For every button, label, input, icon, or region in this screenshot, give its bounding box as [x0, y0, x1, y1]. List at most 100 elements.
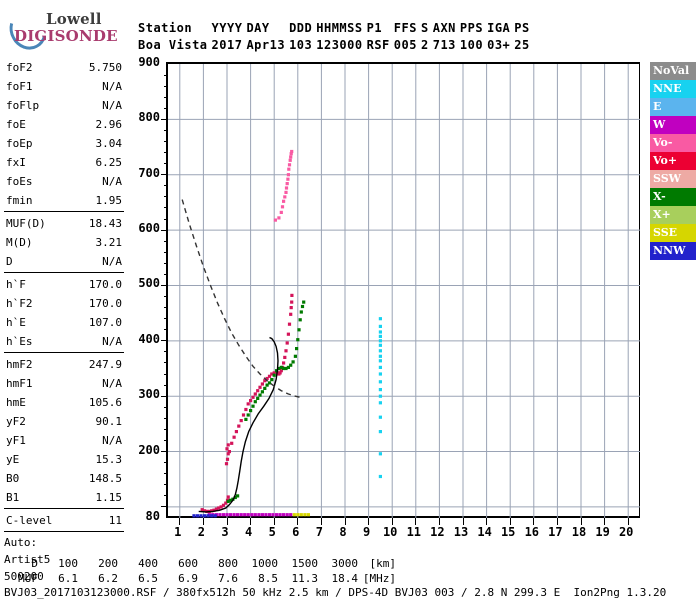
x-tick-label-17: 17 [548, 525, 563, 539]
distance-value-5: 1000 [251, 557, 279, 570]
y-tick-mark-820 [164, 107, 168, 109]
param-row-hes: h`Es N/A [4, 332, 124, 351]
param-row-foes: foEs N/A [4, 172, 124, 191]
y-tick-mark-300 [161, 395, 168, 397]
y-tick-mark-240 [164, 428, 168, 430]
echo-point [289, 152, 293, 156]
echo-point [286, 173, 290, 177]
param-value: 1.15 [95, 491, 123, 504]
echo-point [226, 443, 230, 447]
echo-point [291, 360, 295, 364]
x-tick-mark-12 [438, 518, 440, 525]
legend-item-nne[interactable]: NNE [650, 80, 696, 98]
param-value: 90.1 [95, 415, 123, 428]
echo-point [272, 371, 276, 375]
y-tick-mark-720 [164, 163, 168, 165]
x-tick-mark-20 [627, 518, 629, 525]
param-row-hf2: h`F2 170.0 [4, 294, 124, 313]
echo-point [297, 328, 301, 332]
y-tick-mark-380 [164, 351, 168, 353]
x-tick-label-1: 1 [174, 525, 182, 539]
echo-point [232, 513, 236, 517]
x-tick-label-15: 15 [500, 525, 516, 539]
echo-point [244, 417, 248, 421]
station-header-axn: AXN [432, 21, 456, 35]
echo-point [285, 513, 289, 517]
x-tick-mark-5 [273, 518, 275, 525]
echo-point [295, 347, 299, 351]
echo-direction-legend: NoVal NNE E W Vo- Vo+ SSW X- X+ SSE NNW [650, 62, 696, 260]
echo-point [299, 513, 303, 517]
param-value: N/A [102, 80, 122, 93]
echo-point [378, 415, 382, 419]
y-tick-mark-540 [164, 262, 168, 264]
muf-value-3: 6.9 [178, 572, 198, 585]
echo-point [256, 389, 260, 393]
legend-item-noval[interactable]: NoVal [650, 62, 696, 80]
param-key: foE [6, 118, 26, 131]
param-key: foEs [6, 175, 33, 188]
echo-point [246, 402, 250, 406]
echo-point [233, 495, 237, 500]
series-bottom-band-sse-yellow- [292, 513, 310, 517]
echo-point [200, 508, 204, 512]
echo-point [251, 395, 255, 399]
y-tick-mark-860 [164, 85, 168, 87]
x-tick-mark-14 [486, 518, 488, 525]
legend-item-nnw[interactable]: NNW [650, 242, 696, 260]
auto-program: Artist5 [4, 553, 51, 566]
x-tick-label-8: 8 [339, 525, 347, 539]
x-tick-mark-11 [415, 518, 417, 525]
echo-point [293, 354, 297, 358]
station-value-ddd: 103 [289, 38, 313, 52]
y-tick-mark-880 [164, 74, 168, 76]
x-tick-label-5: 5 [268, 525, 276, 539]
echo-point [284, 366, 288, 371]
legend-item-x[interactable]: X- [650, 188, 696, 206]
distance-value-7: 3000 [331, 557, 359, 570]
echo-point [271, 513, 275, 517]
param-key: M(D) [6, 236, 33, 249]
series-vo-scatter-upper-f- [273, 149, 294, 222]
x-tick-label-18: 18 [571, 525, 587, 539]
echo-point [284, 186, 289, 190]
echo-point [264, 513, 268, 517]
muf-distance-table: D 100 200 400 600 800 1000 1500 3000 [km] MUF 6.1 6… [4, 556, 396, 586]
echo-point [251, 404, 255, 408]
param-value: 6.25 [95, 156, 123, 169]
echo-point [282, 199, 286, 203]
y-tick-mark-140 [164, 484, 168, 486]
y-tick-mark-320 [164, 384, 168, 386]
param-row-foe: foE 2.96 [4, 115, 124, 134]
x-tick-mark-18 [580, 518, 582, 525]
echo-point [290, 149, 294, 154]
echo-point [225, 513, 229, 517]
param-row-yf1: yF1 N/A [4, 431, 124, 450]
echo-point [203, 514, 207, 518]
param-key: C-level [6, 514, 53, 527]
legend-item-ssw[interactable]: SSW [650, 170, 696, 188]
echo-point [289, 363, 293, 367]
legend-item-w[interactable]: W [650, 116, 696, 134]
legend-item-x[interactable]: X+ [650, 206, 696, 224]
param-value: 18.43 [88, 217, 122, 230]
legend-item-e[interactable]: E [650, 98, 696, 116]
series-x-trace-x- [226, 300, 306, 503]
echo-point [289, 513, 293, 517]
param-key: yF2 [6, 415, 26, 428]
distance-row: D 100 200 400 600 800 1000 1500 3000 [km] [4, 556, 396, 571]
param-row-hmf1: hmF1 N/A [4, 374, 124, 393]
param-row-fmin: fmin 1.95 [4, 191, 124, 210]
echo-point [378, 394, 382, 398]
ionogram-plot-area[interactable] [161, 62, 640, 525]
legend-item-vo[interactable]: Vo- [650, 134, 696, 152]
echo-point [378, 324, 382, 328]
param-row-hme: hmE 105.6 [4, 393, 124, 412]
echo-point [228, 498, 233, 502]
legend-item-sse[interactable]: SSE [650, 224, 696, 242]
y-tick-mark-180 [164, 462, 168, 464]
station-value-yyyy: 2017 [211, 38, 243, 52]
param-key: fxI [6, 156, 26, 169]
legend-item-vo[interactable]: Vo+ [650, 152, 696, 170]
station-value-row: Boa Vista 2017 Apr13 103 123000 RSF 005 2 713 100… [138, 37, 534, 54]
